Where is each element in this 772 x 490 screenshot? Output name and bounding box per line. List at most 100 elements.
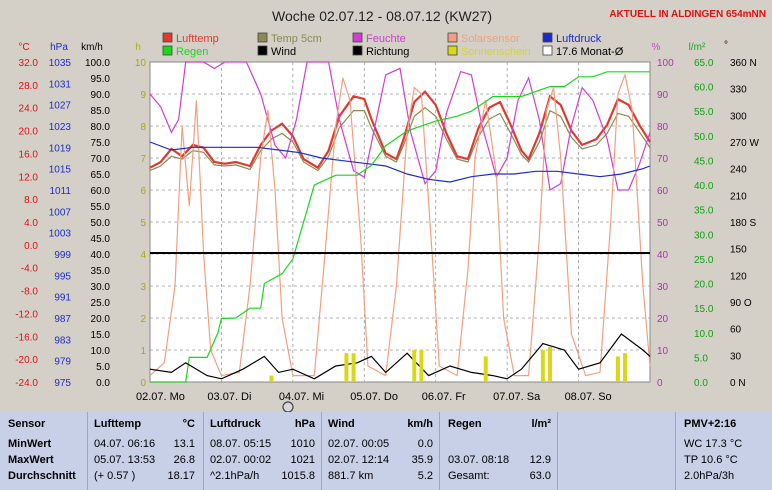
hum-axis-tick: 50 [657,218,669,229]
legend-swatch [542,45,553,56]
press-axis-tick: 991 [54,293,71,304]
dir-axis-tick: 90 O [730,298,752,309]
dir-axis-tick: 60 [730,325,742,336]
temp-axis-tick: 32.0 [19,58,39,69]
sunshine-bar [623,353,627,382]
dir-axis-tick: 240 [730,165,747,176]
wind-min-time: 02.07. 00:05 [328,438,390,450]
press-axis-tick: 1007 [49,207,72,218]
pmv-column: PMV+2:16 WC 17.3 °C TP 10.6 °C 2.0hPa/3h [676,412,772,490]
press-axis-tick: 1015 [49,165,72,176]
wind-unit: km/h [407,418,433,430]
series-feuchte [149,61,651,191]
press-axis-tick: 987 [54,314,71,325]
regen-total-label: Gesamt: [448,470,490,482]
rain-axis-tick: 60.0 [694,83,714,94]
sensor-column: Sensor MinWert MaxWert Durchschnitt [0,412,88,490]
wind-axis-tick: 80.0 [91,122,111,133]
legend-swatch [257,45,268,56]
rain-axis-tick: 20.0 [694,280,714,291]
wind-axis-tick: 65.0 [91,170,111,181]
luftdruck-column: Luftdruck hPa 08.07. 05:15 1010 02.07. 0… [204,412,322,490]
hum-axis-tick: 40 [657,250,669,261]
wind-axis-tick: 60.0 [91,186,111,197]
sunshine-bar [419,350,424,382]
legend: Lufttemp Temp 5cm Feuchte Solarsensor Luftdr… [162,32,624,58]
dir-axis-tick: 0 N [730,378,746,389]
live-location-label: AKTUELL IN ALDINGEN 654mNN [609,9,766,20]
sun-axis-tick: 1 [140,346,146,357]
hum-axis-tick: 0 [657,378,663,389]
temp-axis-tick: 24.0 [19,104,39,115]
current-time-marker[interactable] [282,401,294,412]
regen-column: Regen l/m² 03.07. 08:18 12.9 Gesamt: 63.… [440,412,558,490]
weather-chart: Woche 02.07.12 - 08.07.12 (KW27) AKTUELL… [15,8,766,412]
rain-axis-tick: 15.0 [694,304,714,315]
rain-axis-tick: 0.0 [694,378,708,389]
chart-title: Woche 02.07.12 - 08.07.12 (KW27) [272,8,492,24]
legend-label: Sonnenschein [461,46,531,58]
wind-axis-tick: 20.0 [91,314,111,325]
wind-distance: 881.7 km [328,470,374,482]
sun-axis-tick: 6 [140,186,146,197]
wind-axis-tick: 10.0 [91,346,111,357]
series-wind [149,333,651,380]
press-axis-tick: 979 [54,357,71,368]
legend-label: Luftdruck [556,33,602,45]
dir-axis-tick: 150 [730,245,747,256]
lufttemp-avg-value: 18.17 [167,470,195,482]
wind-header: Wind [328,418,355,430]
unit-sun: h [135,42,141,53]
press-axis-tick: 1019 [49,143,72,154]
sun-axis-tick: 9 [140,90,146,101]
unit-dir: ° [724,40,728,51]
luftdruck-avg-value: 1015.8 [281,470,315,482]
luftdruck-max-time: 02.07. 00:02 [210,454,272,466]
wind-axis-tick: 75.0 [91,138,111,149]
sun-axis-tick: 10 [135,58,147,69]
plot-area [149,61,651,383]
row-label-max: MaxWert [8,454,54,466]
lufttemp-max-value: 26.8 [173,454,195,466]
sunshine-bar [412,350,417,382]
press-axis-tick: 1027 [49,101,72,112]
wind-axis-tick: 95.0 [91,74,111,85]
series-solarsensor [149,72,651,377]
wind-axis-tick: 45.0 [91,234,111,245]
luftdruck-unit: hPa [294,418,315,430]
rain-axis-tick: 5.0 [694,353,708,364]
series-luftdruck [149,141,651,183]
hum-axis-tick: 80 [657,122,669,133]
hum-axis-tick: 90 [657,90,669,101]
dir-axis-tick: 270 W [730,138,759,149]
lufttemp-avg-trend: (+ 0.57 ) [94,470,136,482]
press-axis-tick: 1031 [49,79,72,90]
legend-label: Lufttemp [176,33,219,45]
sun-axis-tick: 7 [140,154,146,165]
hum-axis-tick: 20 [657,314,669,325]
lufttemp-min-value: 13.1 [173,438,195,450]
dewpoint-value: TP 10.6 °C [684,454,738,466]
lufttemp-column: Lufttemp °C 04.07. 06:16 13.1 05.07. 13:… [88,412,204,490]
luftdruck-header: Luftdruck [210,418,261,430]
wind-axis-tick: 0.0 [96,378,110,389]
luftdruck-max-value: 1021 [290,454,315,466]
sunshine-bar [351,353,356,382]
temp-axis-tick: -12.0 [15,309,38,320]
legend-label: Richtung [366,46,409,58]
hum-axis-tick: 70 [657,154,669,165]
day-label: 07.07. Sa [493,391,541,403]
rain-axis-tick: 30.0 [694,230,714,241]
dir-axis-tick: 210 [730,191,747,202]
sun-axis-tick: 5 [140,218,146,229]
sunshine-bar [269,375,274,382]
temp-axis-tick: 0.0 [24,241,38,252]
hum-axis-tick: 30 [657,282,669,293]
dir-axis-tick: 120 [730,271,747,282]
wind-axis-tick: 100.0 [85,58,110,69]
wind-avg-value: 5.2 [417,470,433,482]
unit-wind: km/h [81,42,103,53]
series-lufttemp [149,90,651,170]
wind-axis-tick: 70.0 [91,154,111,165]
series-temp-5cm [149,106,651,172]
